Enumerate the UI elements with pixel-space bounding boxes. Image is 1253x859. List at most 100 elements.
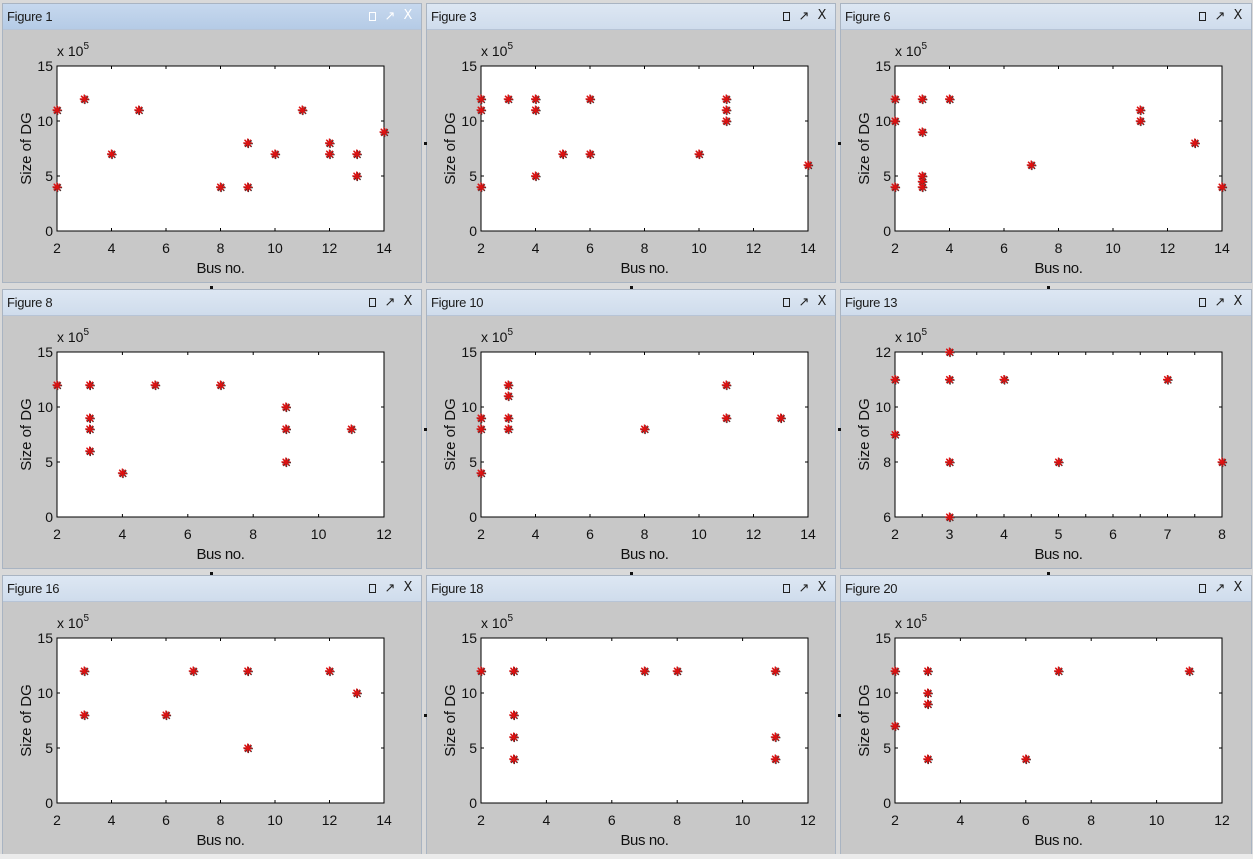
data-point — [476, 468, 487, 479]
maximize-icon[interactable] — [1195, 8, 1209, 24]
undock-icon[interactable]: ↗ — [1214, 580, 1226, 595]
figure-title: Figure 16 — [7, 581, 60, 596]
close-icon[interactable]: X — [403, 294, 413, 309]
axes-box — [480, 65, 809, 232]
x-tick-label: 12 — [800, 812, 816, 828]
figure-window[interactable]: Figure 1 ↗ X 2 4 6 8 10 12 14 0 5 10 15 x 105 Bus no. Si… — [2, 3, 422, 283]
data-point — [531, 171, 541, 182]
splitter-handle[interactable] — [424, 714, 427, 717]
close-icon[interactable]: X — [403, 580, 413, 595]
scatter-plot: 2 3 4 5 6 7 8 6 8 10 12x 105 Bus no. Size of DG — [856, 327, 1228, 563]
x-tick-label: 14 — [800, 240, 816, 256]
maximize-icon[interactable] — [1195, 294, 1209, 310]
undock-icon[interactable]: ↗ — [798, 294, 810, 309]
figure-titlebar[interactable]: Figure 10 ↗ X — [427, 290, 835, 316]
x-tick-label: 8 — [1087, 812, 1095, 828]
maximize-icon[interactable] — [365, 580, 379, 596]
splitter-handle[interactable] — [630, 286, 633, 289]
undock-icon[interactable]: ↗ — [798, 580, 810, 595]
data-point — [107, 149, 117, 160]
x-tick-label: 8 — [217, 812, 225, 828]
scatter-plot: 2 4 6 8 10 12 14 0 5 10 15x 105 Bus no. Size of DG — [18, 613, 392, 849]
figure-titlebar[interactable]: Figure 8 ↗ X — [3, 290, 421, 316]
figure-canvas: 2 4 6 8 10 12 0 5 10 15 x 105 Bus no. Size of DG — [841, 602, 1251, 854]
figure-window[interactable]: Figure 20 ↗ X 2 4 6 8 10 12 0 5 10 15 x 105 Bus no. Siz… — [840, 575, 1252, 855]
data-point — [672, 666, 683, 677]
maximize-icon[interactable] — [779, 8, 793, 24]
splitter-handle[interactable] — [838, 142, 841, 145]
close-icon[interactable]: X — [1233, 294, 1243, 309]
figure-titlebar[interactable]: Figure 16 ↗ X — [3, 576, 421, 602]
data-point — [890, 430, 901, 440]
figure-window[interactable]: Figure 13 ↗ X 2 3 4 5 6 7 8 6 8 10 12 x 105 Bus no. Size… — [840, 289, 1252, 569]
close-icon[interactable]: X — [1233, 580, 1243, 595]
figure-titlebar[interactable]: Figure 1 ↗ X — [3, 4, 421, 30]
x-tick-label: 2 — [477, 240, 485, 256]
x-tick-label: 4 — [532, 526, 540, 542]
figure-window[interactable]: Figure 18 ↗ X 2 4 6 8 10 12 0 5 10 15 x 105 Bus no. Siz… — [426, 575, 836, 855]
figure-titlebar[interactable]: Figure 20 ↗ X — [841, 576, 1251, 602]
maximize-icon[interactable] — [779, 580, 793, 596]
splitter-handle[interactable] — [1047, 572, 1050, 575]
figure-window[interactable]: Figure 16 ↗ X 2 4 6 8 10 12 14 0 5 10 15 x 105 Bus no. S… — [2, 575, 422, 855]
undock-icon[interactable]: ↗ — [1214, 294, 1226, 309]
figure-window[interactable]: Figure 10 ↗ X 2 4 6 8 10 12 14 0 5 10 15 x 105 Bus no. S… — [426, 289, 836, 569]
data-point — [325, 138, 335, 149]
data-point — [923, 699, 933, 710]
figure-canvas: 2 4 6 8 10 12 0 5 10 15 x 105 Bus no. Size of DG — [3, 316, 421, 568]
data-point — [52, 105, 63, 116]
data-point — [640, 424, 650, 435]
data-point — [85, 424, 95, 435]
data-point — [509, 732, 519, 743]
figure-titlebar[interactable]: Figure 18 ↗ X — [427, 576, 835, 602]
figure-titlebar[interactable]: Figure 6 ↗ X — [841, 4, 1251, 30]
undock-icon[interactable]: ↗ — [384, 580, 396, 595]
splitter-handle[interactable] — [838, 714, 841, 717]
y-tick-label: 0 — [883, 223, 891, 239]
x-tick-label: 2 — [53, 526, 61, 542]
data-point — [558, 149, 568, 160]
data-point — [379, 127, 390, 138]
data-point — [325, 149, 335, 160]
y-axis-label: Size of DG — [856, 112, 873, 185]
figure-canvas: 2 3 4 5 6 7 8 6 8 10 12 x 105 Bus no. Size of DG — [841, 316, 1251, 568]
splitter-handle[interactable] — [838, 428, 841, 431]
close-icon[interactable]: X — [817, 8, 827, 23]
splitter-handle[interactable] — [210, 286, 213, 289]
close-icon[interactable]: X — [403, 8, 413, 23]
data-point — [1163, 375, 1173, 385]
undock-icon[interactable]: ↗ — [384, 8, 396, 23]
close-icon[interactable]: X — [1233, 8, 1243, 23]
splitter-handle[interactable] — [424, 428, 427, 431]
maximize-icon[interactable] — [1195, 580, 1209, 596]
data-point — [585, 94, 596, 105]
undock-icon[interactable]: ↗ — [798, 8, 810, 23]
figure-titlebar[interactable]: Figure 3 ↗ X — [427, 4, 835, 30]
x-tick-label: 4 — [119, 526, 127, 542]
axes-box — [894, 351, 1223, 518]
close-icon[interactable]: X — [817, 580, 827, 595]
x-tick-label: 6 — [1109, 526, 1117, 542]
x-tick-label: 12 — [1160, 240, 1176, 256]
maximize-icon[interactable] — [365, 294, 379, 310]
figure-window[interactable]: Figure 3 ↗ X 2 4 6 8 10 12 14 0 5 10 15 x 105 Bus no. Si… — [426, 3, 836, 283]
x-tick-label: 10 — [267, 240, 283, 256]
data-point — [531, 94, 541, 105]
maximize-icon[interactable] — [779, 294, 793, 310]
figure-titlebar[interactable]: Figure 13 ↗ X — [841, 290, 1251, 316]
splitter-handle[interactable] — [210, 572, 213, 575]
x-axis-label: Bus no. — [1034, 546, 1082, 563]
y-tick-label: 8 — [883, 454, 891, 470]
figure-window[interactable]: Figure 8 ↗ X 2 4 6 8 10 12 0 5 10 15 x 105 Bus no. Size… — [2, 289, 422, 569]
splitter-handle[interactable] — [1047, 286, 1050, 289]
undock-icon[interactable]: ↗ — [384, 294, 396, 309]
splitter-handle[interactable] — [424, 142, 427, 145]
splitter-handle[interactable] — [630, 572, 633, 575]
figure-window[interactable]: Figure 6 ↗ X 2 4 6 8 10 12 14 0 5 10 15 x 105 Bus no. Si… — [840, 3, 1252, 283]
data-point — [52, 380, 63, 391]
maximize-icon[interactable] — [365, 8, 379, 24]
undock-icon[interactable]: ↗ — [1214, 8, 1226, 23]
data-point — [134, 105, 144, 116]
y-axis-label: Size of DG — [18, 398, 35, 471]
close-icon[interactable]: X — [817, 294, 827, 309]
